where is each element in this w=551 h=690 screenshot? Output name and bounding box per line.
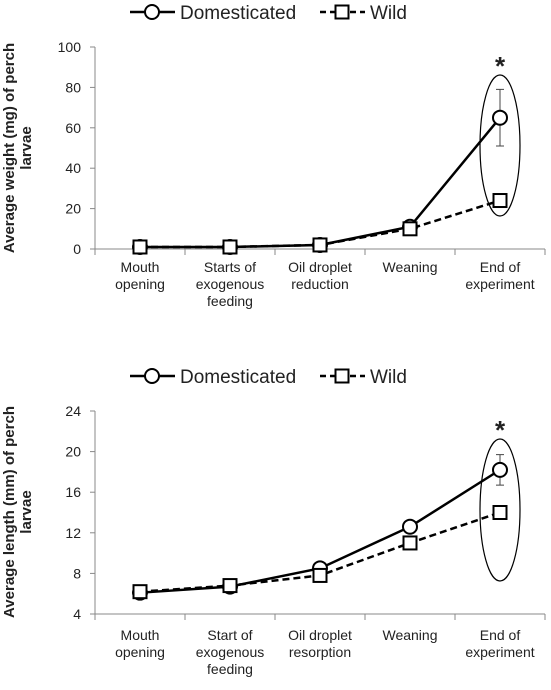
legend-label: Wild xyxy=(370,367,407,388)
legend-marker xyxy=(144,4,160,20)
annotation: * xyxy=(495,415,506,445)
data-point xyxy=(222,578,238,594)
highlight-ellipse xyxy=(479,438,521,582)
y-tick-label: 8 xyxy=(73,565,81,581)
y-axis-label: Average length (mm) of perchlarvae xyxy=(1,406,35,618)
x-tick-label: Oil droplet resorption xyxy=(288,627,352,660)
x-tick-label: Start of exogenous feeding xyxy=(196,627,265,677)
x-tick-label: Mouth opening xyxy=(115,259,165,292)
highlight-ellipse xyxy=(479,74,521,217)
x-tick-label: Mouth opening xyxy=(115,627,165,660)
data-point xyxy=(402,518,418,535)
y-tick-label: 20 xyxy=(65,201,81,217)
x-tick-label: End of experiment xyxy=(465,259,534,292)
legend-label: Domesticated xyxy=(180,3,296,24)
y-label-group: Average weight (mg) of perchlarvae xyxy=(1,43,35,253)
y-tick-label: 60 xyxy=(65,120,81,136)
series-line xyxy=(140,116,501,249)
y-tick-label: 4 xyxy=(73,606,81,622)
y-tick-label: 40 xyxy=(65,160,81,176)
data-point xyxy=(222,239,238,255)
legend-label: Wild xyxy=(370,3,407,24)
y-tick-label: 100 xyxy=(58,39,82,55)
y-tick-label: 12 xyxy=(65,525,81,541)
y-tick-label: 0 xyxy=(73,241,81,257)
x-tick-label: Weaning xyxy=(382,627,437,643)
x-tick-label: Starts of exogenous feeding xyxy=(196,259,265,309)
annotation: * xyxy=(495,51,506,81)
data-point xyxy=(312,237,328,253)
y-label-group: Average length (mm) of perchlarvae xyxy=(1,406,35,618)
data-point xyxy=(132,584,148,600)
data-point xyxy=(492,193,508,209)
data-point xyxy=(402,221,418,237)
data-point xyxy=(492,461,508,478)
legend-marker xyxy=(334,368,350,384)
x-tick-label: Weaning xyxy=(382,259,437,275)
data-point xyxy=(492,109,508,126)
legend-marker xyxy=(144,368,160,384)
legend-label: Domesticated xyxy=(180,367,296,388)
y-tick-label: 16 xyxy=(65,484,81,500)
x-tick-label: End of experiment xyxy=(465,627,534,660)
y-tick-label: 24 xyxy=(65,403,81,419)
legend-marker xyxy=(334,4,350,20)
data-point xyxy=(402,535,418,551)
data-point xyxy=(132,239,148,255)
y-axis-label: Average weight (mg) of perchlarvae xyxy=(1,43,35,253)
y-tick-label: 80 xyxy=(65,79,81,95)
y-tick-label: 20 xyxy=(65,444,81,460)
data-point xyxy=(492,505,508,520)
data-point xyxy=(312,567,328,583)
x-tick-label: Oil droplet reduction xyxy=(288,259,352,292)
